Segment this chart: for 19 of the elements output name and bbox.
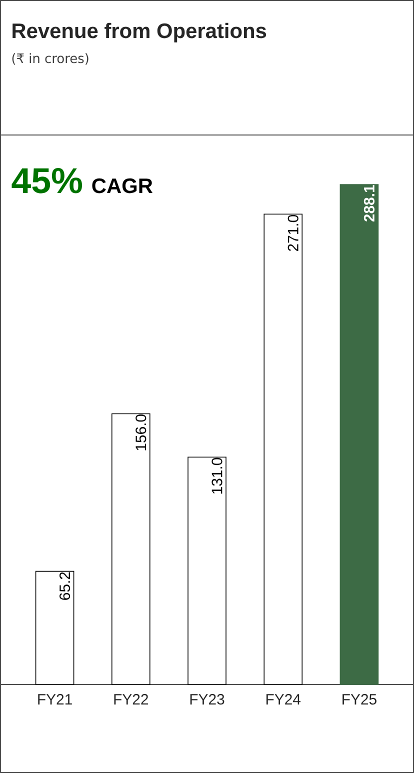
annotation: CAGR: [92, 178, 153, 194]
bar: [264, 214, 303, 685]
data-label: 156.0: [136, 414, 146, 450]
data-label: 271.0: [288, 214, 298, 251]
x-tick-label: FY21: [38, 694, 72, 704]
x-tick-label: FY24: [266, 694, 301, 704]
chart-subtitle: (₹ in crores): [12, 53, 88, 65]
bar: [188, 456, 226, 685]
data-label: 288.1: [364, 185, 374, 222]
data-label: 131.0: [212, 458, 222, 494]
x-tick-label: FY23: [190, 694, 224, 705]
annotation: 45%: [12, 168, 82, 194]
bar: [112, 413, 150, 685]
data-label: 65.2: [60, 572, 70, 600]
chart-title: Revenue from Operations: [12, 22, 266, 42]
x-tick-label: FY25: [342, 694, 376, 705]
bar: [340, 184, 379, 685]
x-tick-label: FY22: [114, 694, 148, 704]
bar: [35, 570, 74, 685]
